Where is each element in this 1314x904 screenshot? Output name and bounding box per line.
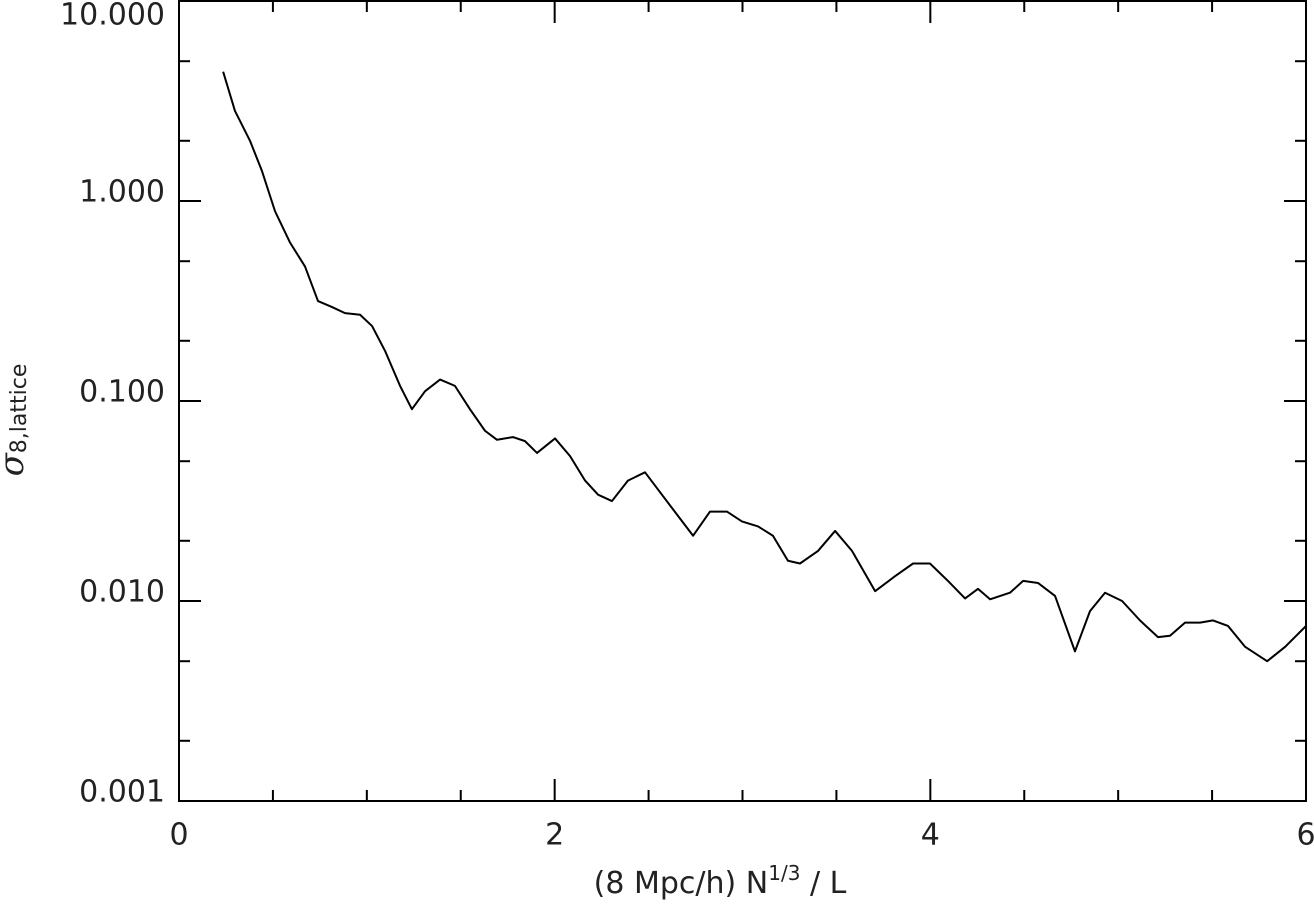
- y-tick-label: 0.001: [79, 775, 165, 810]
- x-label-end: / L: [800, 866, 846, 901]
- y-tick-label: 0.100: [79, 375, 165, 410]
- y-label-main: σ: [0, 452, 32, 476]
- data-line: [222, 71, 1307, 663]
- y-tick-label: 1.000: [79, 175, 165, 210]
- x-tick-label: 4: [921, 818, 940, 853]
- y-tick-label: 0.010: [79, 575, 165, 610]
- y-label-sub: 8,lattice: [7, 364, 32, 454]
- x-axis-label: (8 Mpc/h) N1/3 / L: [594, 861, 847, 901]
- x-tick-label: 2: [545, 818, 564, 853]
- y-axis-label: σ8,lattice: [0, 364, 32, 477]
- x-tick-label: 6: [1296, 818, 1314, 853]
- x-tick-label: 0: [169, 818, 188, 853]
- y-tick-label: 10.000: [60, 0, 165, 33]
- x-label-main: (8 Mpc/h) N: [594, 866, 769, 901]
- plot-frame: [178, 0, 1307, 802]
- x-label-sup: 1/3: [768, 861, 800, 885]
